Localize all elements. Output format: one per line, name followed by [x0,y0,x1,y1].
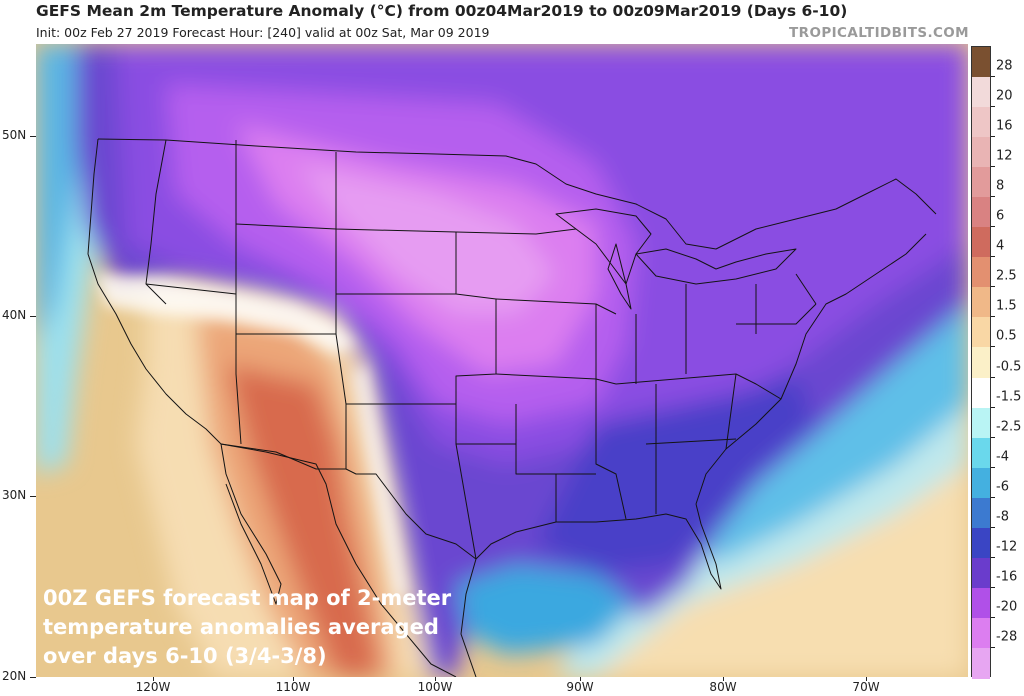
map-title: GEFS Mean 2m Temperature Anomaly (°C) fr… [36,2,848,20]
color-scale-swatch [972,137,990,168]
color-scale-swatch [972,407,990,439]
color-scale-label: 16 [996,118,1013,134]
color-scale-bar [971,46,991,679]
latitude-label: 20N [2,669,27,683]
color-scale-tick [991,556,995,558]
color-scale-label: 2.5 [996,268,1017,284]
map-subtitle: Init: 00z Feb 27 2019 Forecast Hour: [24… [36,25,490,40]
longitude-tick [435,677,436,681]
color-scale-label: 12 [996,148,1013,164]
caption-line: over days 6-10 (3/4-3/8) [43,644,327,668]
color-scale-label: 6 [996,208,1005,224]
latitude-tick [30,496,36,497]
latitude-tick [30,316,36,317]
color-scale-swatch [972,287,990,319]
color-scale-swatch [972,347,990,379]
color-scale-tick [991,166,995,168]
color-scale-label: -2.5 [996,419,1022,435]
color-scale-tick [991,586,995,588]
color-scale-tick [991,466,995,468]
color-scale-tick [991,496,995,498]
longitude-tick [723,677,724,681]
longitude-label: 110W [275,680,311,694]
color-scale-tick [991,376,995,378]
color-scale-swatch [972,317,990,349]
caption-line: 00Z GEFS forecast map of 2-meter [43,586,452,610]
longitude-label: 70W [852,680,880,694]
color-scale-tick [991,76,995,78]
color-scale-swatch [972,77,990,108]
color-scale-tick [991,226,995,228]
color-scale-tick [991,616,995,618]
map-caption: 00Z GEFS forecast map of 2-meter tempera… [43,584,463,671]
color-scale-tick [991,106,995,108]
anomaly-map [36,44,968,677]
longitude-label: 80W [709,680,737,694]
color-scale-label: 20 [996,88,1013,104]
color-scale-label: 8 [996,178,1005,194]
color-scale-tick [991,196,995,198]
caption-line: temperature anomalies averaged [43,615,439,639]
color-scale-swatch [972,617,990,649]
political-boundaries [87,138,937,677]
longitude-tick [580,677,581,681]
latitude-tick [30,677,36,678]
color-scale-swatch [972,167,990,198]
color-scale-label: -1.5 [996,389,1022,405]
color-scale-label: -8 [996,509,1009,525]
color-scale-swatch [972,227,990,258]
color-scale-swatch [972,647,990,679]
longitude-tick [153,677,154,681]
brand-label: TROPICALTIDBITS.COM [789,25,969,41]
color-scale-label: 1.5 [996,298,1017,314]
color-scale-swatch [972,557,990,589]
color-scale-swatch [972,437,990,469]
color-scale-tick [991,346,995,348]
temperature-anomaly-field [36,44,968,677]
color-scale-label: 4 [996,238,1005,254]
color-scale-swatch [972,497,990,529]
color-scale-swatch [972,527,990,559]
color-scale-tick [991,256,995,258]
longitude-tick [866,677,867,681]
color-scale-label: -16 [996,569,1018,585]
color-scale-tick [991,316,995,318]
latitude-tick [30,136,36,137]
color-scale-label: -4 [996,449,1009,465]
color-scale-label: -12 [996,539,1018,555]
longitude-tick [293,677,294,681]
latitude-label: 50N [2,128,27,142]
color-scale-swatch [972,107,990,138]
color-scale-swatch [972,587,990,619]
color-scale-swatch [972,257,990,288]
color-scale-tick [991,436,995,438]
longitude-label: 120W [135,680,171,694]
color-scale-tick [991,406,995,408]
color-scale-swatch [972,467,990,499]
color-scale-swatch [972,377,990,409]
color-scale-tick [991,646,995,648]
color-scale-swatch [972,47,990,78]
color-scale-label: 28 [996,58,1013,74]
color-scale-tick [991,526,995,528]
longitude-label: 90W [566,680,594,694]
color-scale-label: -0.5 [996,359,1022,375]
color-scale-label: -6 [996,479,1009,495]
color-scale-tick [991,286,995,288]
color-scale-swatch [972,197,990,228]
color-scale-label: -20 [996,599,1018,615]
color-scale-label: -28 [996,629,1018,645]
color-scale-tick [991,136,995,138]
latitude-label: 30N [2,488,27,502]
color-scale-label: 0.5 [996,328,1017,344]
latitude-label: 40N [2,308,27,322]
longitude-label: 100W [417,680,453,694]
